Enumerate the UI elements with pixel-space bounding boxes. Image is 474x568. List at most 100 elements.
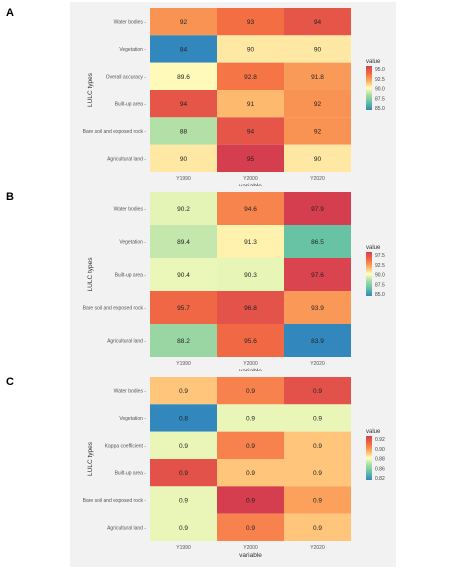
- heatmap-cell: [217, 377, 284, 405]
- heatmap-cell: [217, 192, 284, 225]
- cell-label: 90.2: [177, 206, 190, 213]
- heatmap-cell: [284, 431, 351, 459]
- y-tick-label: Water bodies -: [114, 207, 147, 213]
- y-tick-label: Water bodies -: [114, 389, 147, 395]
- heatmap-cell: [217, 431, 284, 459]
- cell-label: 92: [314, 101, 322, 108]
- cell-label: 91.3: [244, 239, 257, 246]
- cell-label: 95: [247, 156, 255, 163]
- heatmap-cell: [284, 377, 351, 405]
- heatmap-cell: [217, 90, 284, 118]
- cell-label: 0.9: [179, 498, 188, 505]
- heatmap-cell: [150, 62, 217, 90]
- cell-label: 88: [180, 129, 188, 136]
- y-axis-title: LULC types: [87, 441, 94, 476]
- heatmap-cell: [150, 459, 217, 487]
- heatmap-cell: [284, 35, 351, 63]
- cell-label: 84: [180, 47, 188, 54]
- heatmap-cell: [217, 8, 284, 36]
- cell-label: 0.9: [313, 470, 322, 477]
- x-tick-label: Y2000: [243, 545, 258, 551]
- heatmap-cell: [284, 8, 351, 36]
- legend-tick-label: 0.82: [375, 476, 385, 482]
- cell-label: 0.9: [313, 416, 322, 423]
- heatmap-cell: [150, 225, 217, 258]
- cell-label: 94.6: [244, 206, 257, 213]
- y-tick-label: Kappa coefficient -: [105, 443, 147, 449]
- y-tick-label: Built-up area -: [115, 102, 147, 108]
- legend-tick-label: 97.5: [375, 253, 385, 259]
- cell-label: 0.9: [313, 388, 322, 395]
- heatmap-cell: [284, 404, 351, 432]
- x-tick-label: Y1990: [176, 545, 191, 551]
- legend-tick-label: 85.0: [375, 106, 385, 112]
- cell-label: 90: [180, 156, 188, 163]
- cell-label: 97.6: [311, 272, 324, 279]
- cell-label: 83.9: [311, 338, 324, 345]
- heatmap-cell: [284, 513, 351, 541]
- cell-label: 91: [247, 101, 255, 108]
- cell-label: 0.9: [313, 443, 322, 450]
- cell-label: 89.6: [177, 74, 190, 81]
- legend-colorbar: [366, 66, 372, 110]
- heatmap-cell: [284, 62, 351, 90]
- heatmap-cell: [150, 324, 217, 357]
- cell-label: 92: [180, 19, 188, 26]
- x-axis-title: variable: [239, 552, 262, 559]
- heatmap-cell: [217, 258, 284, 291]
- legend-colorbar: [366, 436, 372, 480]
- legend-tick-label: 85.0: [375, 292, 385, 298]
- cell-label: 93.9: [311, 305, 324, 312]
- heatmap-cell: [150, 192, 217, 225]
- heatmap-cell: [150, 377, 217, 405]
- y-tick-label: Built-up area -: [115, 273, 147, 279]
- cell-label: 90: [314, 47, 322, 54]
- y-axis-title: LULC types: [87, 72, 94, 107]
- cell-label: 90: [247, 47, 255, 54]
- heatmap-cell: [150, 258, 217, 291]
- y-tick-label: Built-up area -: [115, 471, 147, 477]
- y-tick-label: Overall accuracy -: [106, 74, 147, 80]
- heatmap-cell: [150, 117, 217, 145]
- y-tick-label: Vegetation -: [119, 240, 146, 246]
- cell-label: 0.9: [179, 443, 188, 450]
- legend-tick-label: 0.90: [375, 447, 385, 453]
- heatmap-cell: [150, 144, 217, 172]
- heatmap-cell: [217, 513, 284, 541]
- cell-label: 95.6: [244, 338, 257, 345]
- heatmap-cell: [284, 90, 351, 118]
- cell-label: 0.9: [246, 416, 255, 423]
- legend-tick-label: 87.5: [375, 282, 385, 288]
- panel-letter: B: [6, 191, 14, 203]
- legend-tick-label: 0.86: [375, 466, 385, 472]
- panel-a: A 92 93 94 Water bodies - 84 90 90 Vegetation - 8…: [6, 2, 396, 198]
- panel-letter: A: [6, 7, 14, 19]
- heatmap-cell: [284, 192, 351, 225]
- legend-tick-label: 95.0: [375, 67, 385, 73]
- cell-label: 88.2: [177, 338, 190, 345]
- cell-label: 89.4: [177, 239, 190, 246]
- y-tick-label: Vegetation -: [119, 416, 146, 422]
- panel-letter: C: [6, 376, 14, 388]
- heatmap-cell: [284, 117, 351, 145]
- y-tick-label: Bare soil and exposed rock -: [83, 129, 147, 135]
- cell-label: 0.9: [179, 525, 188, 532]
- heatmap-cell: [217, 62, 284, 90]
- legend-title: value: [366, 59, 381, 65]
- panel-c: C 0.9 0.9 0.9 Water bodies - 0.8 0.9 0.9 Vegetat…: [6, 371, 396, 567]
- heatmap-cell: [217, 459, 284, 487]
- legend-colorbar: [366, 252, 372, 296]
- heatmap-cell: [217, 35, 284, 63]
- legend-tick-label: 0.92: [375, 437, 385, 443]
- panel-b: B 90.2 94.6 97.9 Water bodies - 89.4 91.3 86.5 V…: [6, 186, 396, 383]
- cell-label: 0.9: [313, 498, 322, 505]
- heatmap-cell: [217, 144, 284, 172]
- cell-label: 94: [247, 129, 255, 136]
- cell-label: 0.9: [179, 470, 188, 477]
- heatmap-cell: [150, 35, 217, 63]
- cell-label: 91.8: [311, 74, 324, 81]
- x-tick-label: Y1990: [176, 176, 191, 182]
- legend-title: value: [366, 245, 381, 251]
- heatmap-cell: [217, 324, 284, 357]
